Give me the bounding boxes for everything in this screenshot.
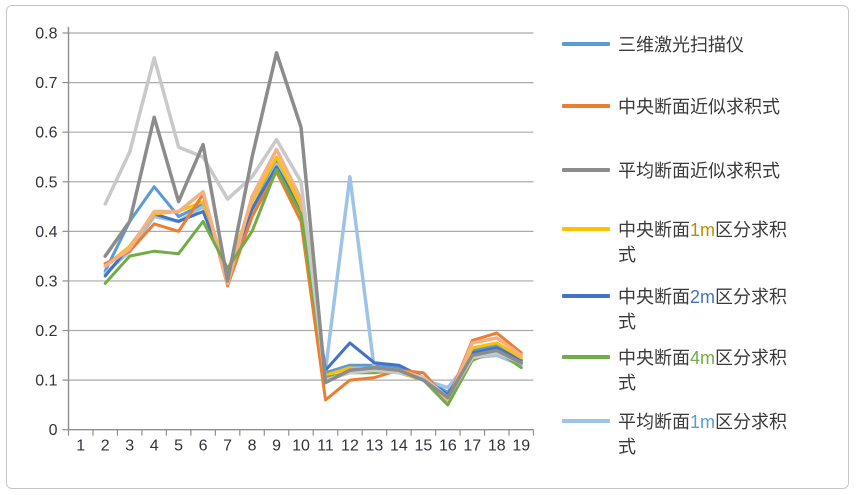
x-tick-label: 6 [199, 438, 208, 455]
x-tick-label: 15 [414, 438, 432, 455]
legend-swatch-icon [562, 168, 610, 172]
x-tick-label: 7 [223, 438, 232, 455]
legend-item-中央断面1m区分求积式: 中央断面1m区分求积式 [560, 218, 852, 268]
x-tick-label: 10 [292, 438, 310, 455]
series-line-中央断面4m区分求积式 [103, 167, 523, 407]
legend-swatch-icon [562, 355, 610, 359]
x-tick-label: 4 [150, 438, 159, 455]
x-tick-label: 8 [248, 438, 257, 455]
legend-label: 平均断面1m区分求积式 [618, 412, 788, 457]
legend-swatch-icon [562, 419, 610, 423]
legend-swatch-icon [562, 227, 610, 231]
legend-label: 三维激光扫描仪 [618, 35, 744, 55]
x-tick-label: 12 [341, 438, 359, 455]
legend-item-中央断面近似求积式: 中央断面近似求积式 [560, 95, 852, 120]
x-tick-label: 19 [512, 438, 530, 455]
x-tick-label: 2 [101, 438, 110, 455]
legend-swatch-icon [562, 104, 610, 108]
legend-item-平均断面1m区分求积式: 平均断面1m区分求积式 [560, 410, 852, 460]
chart-legend: 三维激光扫描仪中央断面近似求积式 平均断面近似求积式中央断面1m区分求积式中央断面… [560, 0, 852, 495]
x-tick-label: 9 [272, 438, 281, 455]
legend-label: 中央断面4m区分求积式 [618, 348, 788, 393]
y-tick-label: 0.1 [35, 373, 57, 390]
y-tick-label: 0.7 [35, 75, 57, 92]
y-tick-label: 0.3 [35, 273, 57, 290]
series-line-平均断面近似求积式 [103, 51, 524, 400]
y-tick-label: 0.5 [35, 174, 57, 191]
y-tick-label: 0.6 [35, 125, 57, 142]
x-tick-label: 14 [390, 438, 408, 455]
y-tick-label: 0 [49, 422, 58, 439]
legend-item-三维激光扫描仪: 三维激光扫描仪 [560, 33, 852, 58]
x-tick-label: 1 [76, 438, 85, 455]
x-tick-label: 16 [439, 438, 457, 455]
legend-label: 中央断面2m区分求积式 [618, 287, 788, 332]
legend-item-平均断面近似求积式: 平均断面近似求积式 [560, 159, 852, 184]
legend-label: 中央断面1m区分求积式 [618, 220, 788, 265]
y-tick-label: 0.4 [35, 224, 57, 241]
y-tick-label: 0.8 [35, 26, 57, 43]
y-tick-label: 0.2 [35, 323, 57, 340]
x-tick-label: 11 [317, 438, 334, 455]
x-tick-label: 3 [125, 438, 134, 455]
x-tick-label: 17 [463, 438, 481, 455]
legend-label: 平均断面近似求积式 [618, 161, 780, 181]
legend-swatch-icon [562, 42, 610, 46]
x-tick-label: 18 [488, 438, 506, 455]
legend-swatch-icon [562, 294, 610, 298]
legend-item-中央断面2m区分求积式: 中央断面2m区分求积式 [560, 285, 852, 335]
x-tick-label: 5 [174, 438, 183, 455]
legend-label: 中央断面近似求积式 [618, 97, 780, 117]
x-tick-label: 13 [366, 438, 384, 455]
legend-item-中央断面4m区分求积式: 中央断面4m区分求积式 [560, 346, 852, 396]
